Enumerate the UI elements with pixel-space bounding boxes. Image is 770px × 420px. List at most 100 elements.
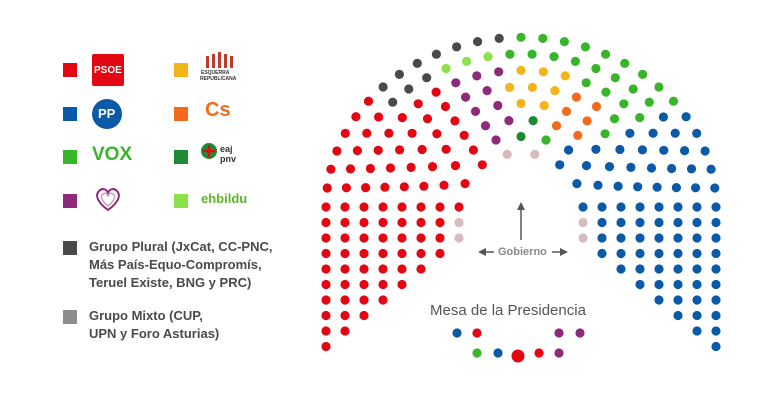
seat [654,264,664,274]
seat [505,49,515,59]
seat [673,295,683,305]
seat [680,146,690,156]
seat [635,202,645,212]
seat [615,144,625,155]
seat [378,217,388,228]
seat [321,202,331,212]
seat [597,248,607,259]
seat [422,114,433,124]
seat [397,279,407,290]
seat [539,100,549,111]
seat [417,144,427,155]
pnv-emblem-icon [201,143,217,159]
seat [561,106,572,116]
vox-logo: VOX [92,144,133,165]
plural-swatch [63,241,77,255]
podemos-swatch [63,194,77,208]
seat [711,279,721,290]
seat [570,56,581,66]
seat [692,128,702,138]
plural-line-3: Teruel Existe, BNG y PRC) [89,275,252,290]
seat [538,33,548,44]
seat [541,135,551,145]
seat [332,146,342,156]
seat [440,101,451,112]
seat [321,248,331,259]
seat [681,112,691,122]
seat [374,112,384,122]
bildu-swatch [174,194,188,208]
seat [431,87,441,97]
seat [427,162,438,172]
psoe-logo: PSOE [92,54,124,86]
seat [322,183,332,193]
seat [378,264,388,274]
cs-swatch [174,107,188,121]
pp-logo-text: PP [98,106,116,121]
seat [516,65,526,75]
seat [620,58,630,68]
seat [378,82,388,92]
seat [395,145,405,155]
seat [670,128,680,138]
seat [711,217,721,228]
seat [459,130,469,140]
seat [462,56,472,66]
pnv-swatch [174,150,188,164]
seat [504,116,514,126]
seat [635,248,645,259]
erc-emblem-icon [206,52,233,68]
seat [635,113,645,123]
seat [597,202,607,212]
gobierno-arrows [478,202,568,256]
seat [441,63,451,74]
seat [431,49,441,59]
seat [359,233,369,243]
seat [652,182,662,192]
seat [359,279,369,290]
seat [549,52,559,62]
seat [404,84,414,94]
seat [340,326,350,336]
seat [633,182,643,192]
seat [551,121,562,131]
seat [711,295,721,305]
seat [472,71,482,81]
seat [363,96,374,106]
seat [571,92,582,102]
seat [619,99,629,109]
vox-swatch [63,150,77,164]
seat [646,163,657,173]
seat [538,67,548,77]
seat [378,279,388,290]
seat [635,233,645,243]
seat [692,248,702,259]
seat [435,233,445,243]
seat [648,128,658,138]
seat [340,233,350,243]
seat [692,202,702,212]
seat [572,179,582,189]
seat [604,162,615,172]
mesa-seat [554,328,564,338]
seat [635,279,645,290]
seat [692,217,702,228]
seat [564,145,574,155]
pnv-logo-text-2: pnv [220,154,237,164]
seat [477,160,487,170]
seat [345,164,356,174]
seat [555,160,565,170]
seat [397,248,407,259]
seat [406,162,416,172]
mixto-swatch [63,310,77,324]
seat [654,248,664,259]
seat [686,164,697,174]
seat [378,295,388,305]
seat [528,116,538,126]
seat [491,135,501,145]
seat [378,248,388,259]
seat [597,233,607,243]
seat [600,129,610,139]
mesa-seat [472,348,482,358]
seat [692,326,702,336]
